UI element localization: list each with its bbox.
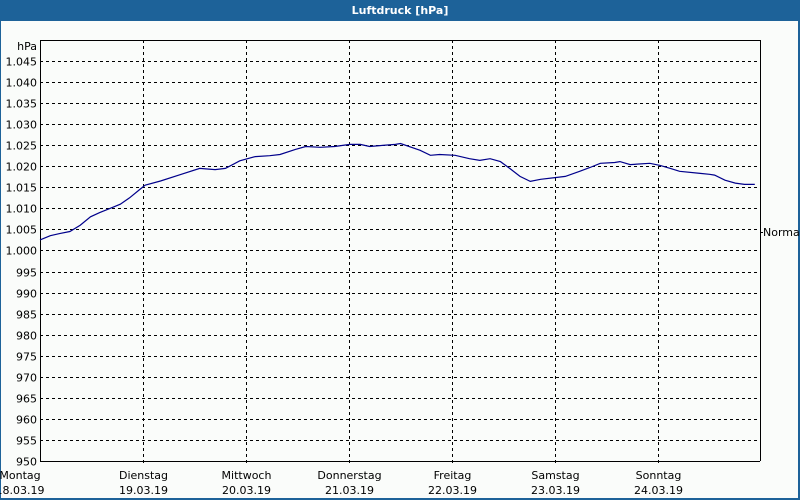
x-date-label: 23.03.19 xyxy=(531,484,580,497)
x-day-label: Samstag xyxy=(531,469,579,482)
x-day-label: Sonntag xyxy=(636,469,682,482)
y-tick-label: 955 xyxy=(16,435,37,448)
x-day-label: Mittwoch xyxy=(222,469,272,482)
y-tick-label: 995 xyxy=(16,267,37,280)
y-tick-label: 1.010 xyxy=(6,203,38,216)
x-day-label: Dienstag xyxy=(119,469,168,482)
x-date-label: 24.03.19 xyxy=(634,484,683,497)
y-tick-label: 1.045 xyxy=(6,56,38,69)
x-day-label: Donnerstag xyxy=(317,469,381,482)
y-tick-label: 1.000 xyxy=(6,245,38,258)
y-tick-label: 1.030 xyxy=(6,119,38,132)
x-date-label: 22.03.19 xyxy=(428,484,477,497)
pressure-line xyxy=(39,142,755,241)
x-day-label: Freitag xyxy=(434,469,472,482)
y-tick-label: 980 xyxy=(16,330,37,343)
y-tick-label: 950 xyxy=(16,456,37,469)
y-tick-label: 960 xyxy=(16,414,37,427)
y-tick-label: 1.020 xyxy=(6,161,38,174)
y-axis-unit: hPa xyxy=(17,40,37,53)
y-tick-label: 985 xyxy=(16,309,37,322)
x-date-label: 20.03.19 xyxy=(222,484,271,497)
y-tick-label: 1.040 xyxy=(6,77,38,90)
y-tick-label: 1.025 xyxy=(6,140,38,153)
x-date-label: 19.03.19 xyxy=(119,484,168,497)
chart-title: Luftdruck [hPa] xyxy=(351,4,449,17)
x-day-label: Montag xyxy=(0,469,41,482)
y-tick-label: 965 xyxy=(16,393,37,406)
reference-label-normal: Normal xyxy=(763,226,800,239)
y-tick-label: 1.035 xyxy=(6,98,38,111)
y-tick-label: 990 xyxy=(16,288,37,301)
plot-container xyxy=(1,21,798,498)
y-tick-label: 1.005 xyxy=(6,224,38,237)
x-date-label: 21.03.19 xyxy=(325,484,374,497)
y-tick-label: 1.015 xyxy=(6,182,38,195)
y-tick-label: 970 xyxy=(16,372,37,385)
x-date-label: 18.03.19 xyxy=(0,484,44,497)
y-tick-label: 975 xyxy=(16,351,37,364)
